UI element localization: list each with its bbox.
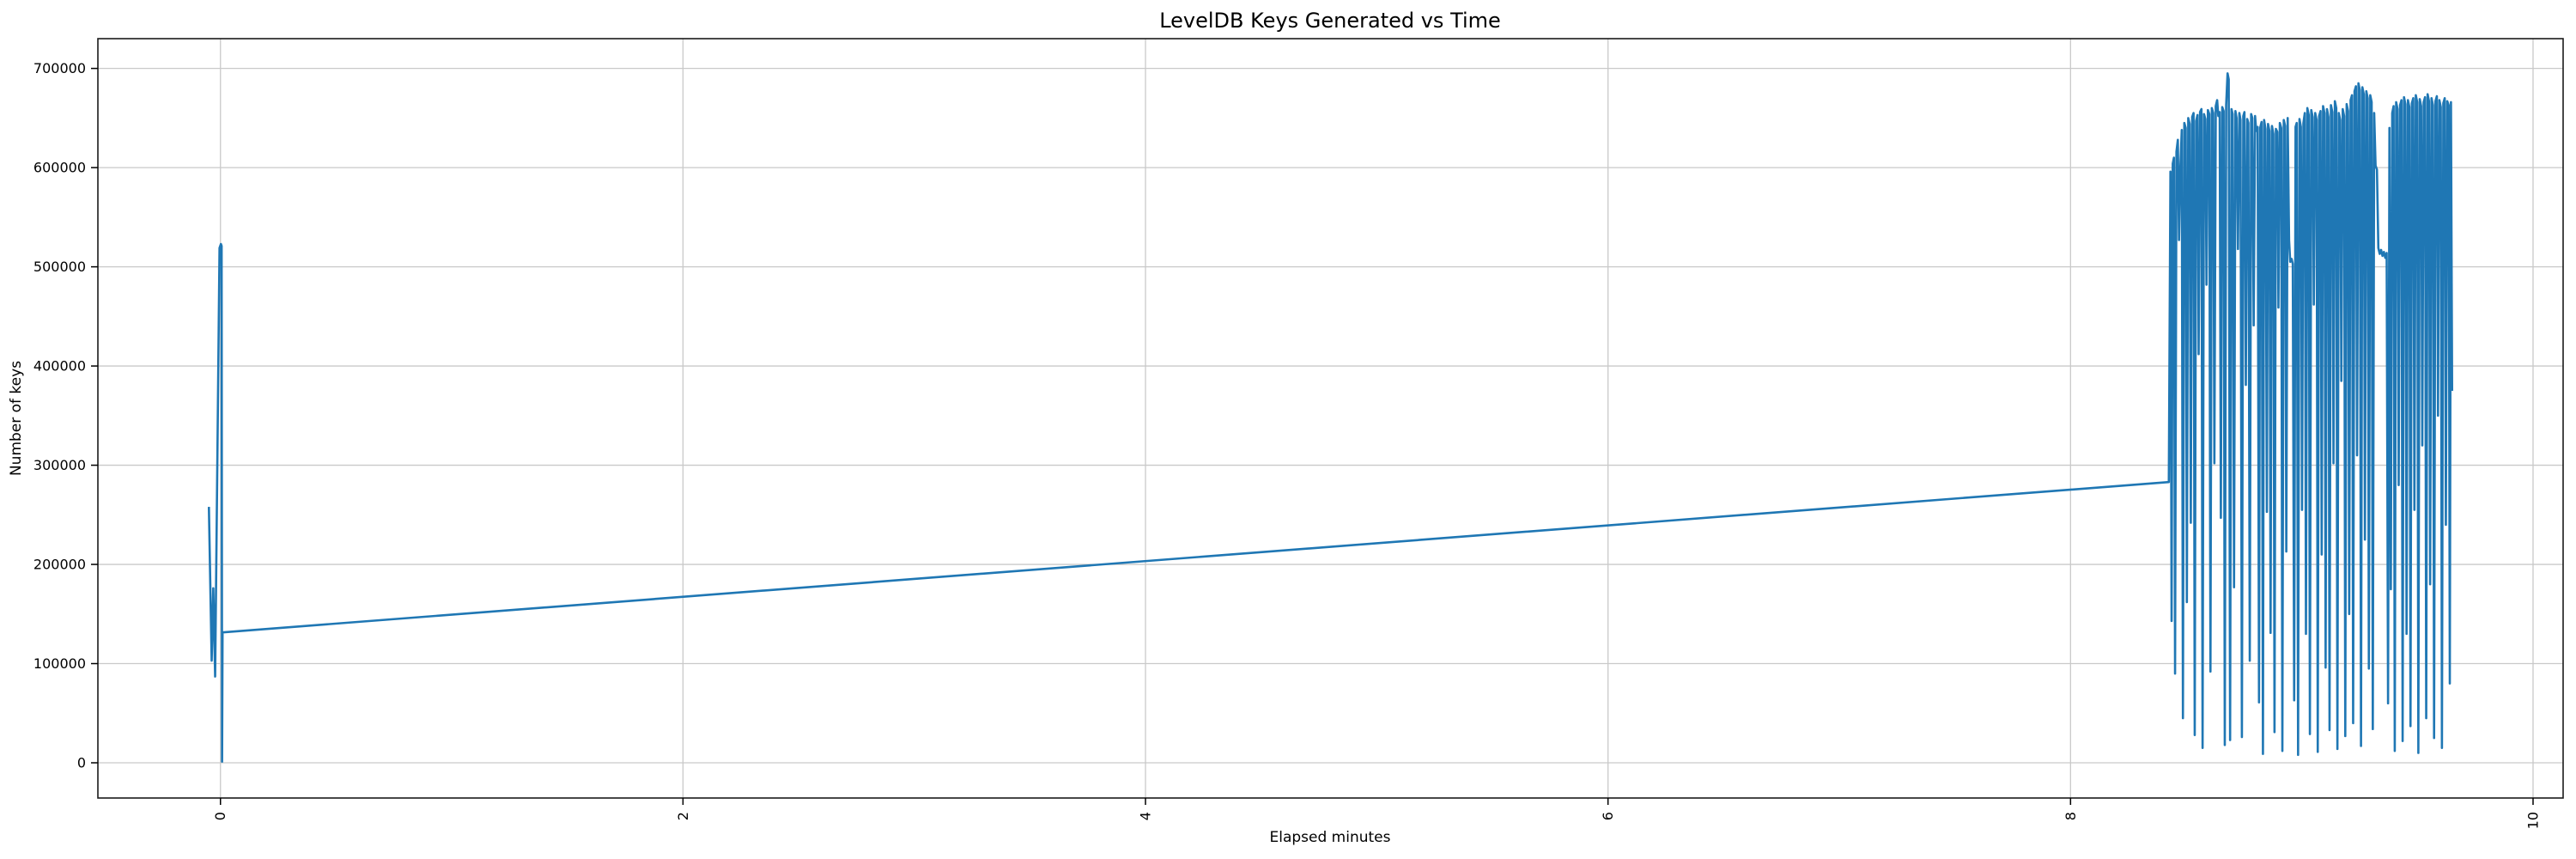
y-tick-label: 400000 xyxy=(33,358,86,375)
x-tick-label: 2 xyxy=(675,812,691,820)
y-tick-label: 600000 xyxy=(33,160,86,176)
y-tick-label: 300000 xyxy=(33,457,86,473)
chart-title: LevelDB Keys Generated vs Time xyxy=(1159,9,1501,33)
x-tick-label: 6 xyxy=(1600,812,1616,820)
x-tick-label: 10 xyxy=(2524,812,2541,829)
x-tick-label: 8 xyxy=(2063,812,2079,820)
y-tick-label: 700000 xyxy=(33,60,86,76)
y-tick-label: 200000 xyxy=(33,557,86,573)
y-tick-label: 500000 xyxy=(33,259,86,275)
plot-frame xyxy=(97,38,2564,799)
grid-layer xyxy=(98,39,2563,798)
data-line-keys-generated xyxy=(207,72,2454,763)
tick-layer: 0 2 4 6 8 10 0 100000 200000 300000 400000 500000 60… xyxy=(33,60,2542,829)
plot-area xyxy=(98,39,2563,798)
y-tick-label: 0 xyxy=(77,755,86,771)
x-axis-label: Elapsed minutes xyxy=(1270,829,1391,846)
y-tick-label: 100000 xyxy=(33,655,86,672)
y-axis-label: Number of keys xyxy=(8,361,25,476)
x-tick-label: 4 xyxy=(1138,812,1154,820)
x-tick-label: 0 xyxy=(212,812,228,820)
data-layer xyxy=(207,72,2454,763)
